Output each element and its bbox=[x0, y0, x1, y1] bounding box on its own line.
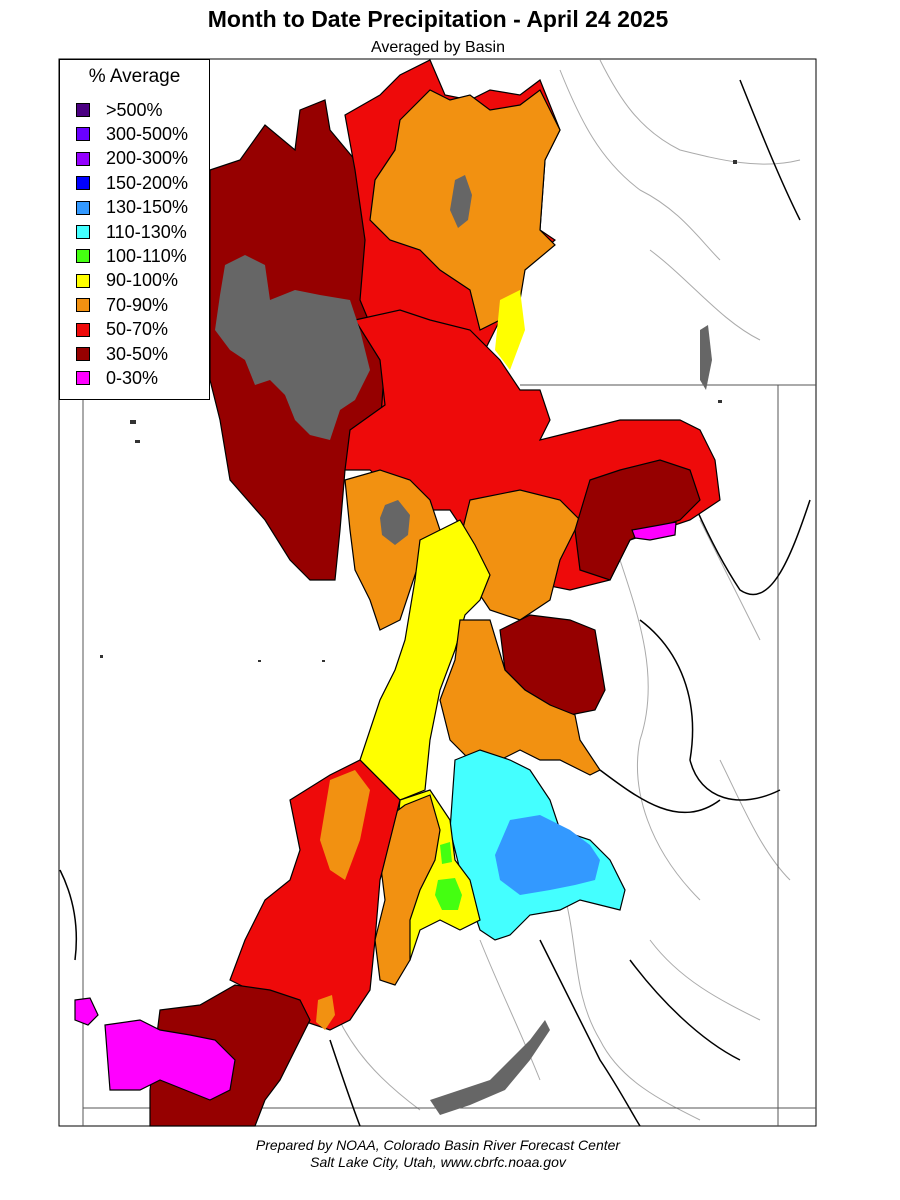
footer-credit: Prepared by NOAA, Colorado Basin River F… bbox=[255, 1137, 621, 1153]
legend-swatch bbox=[76, 151, 90, 166]
basin-green-patch bbox=[435, 878, 462, 910]
legend-label: 0-30% bbox=[106, 367, 159, 388]
lake-powell bbox=[430, 1020, 550, 1115]
basin-orange-south-tip bbox=[316, 995, 335, 1030]
basin-sevier-orange bbox=[320, 770, 370, 880]
legend-item: 30-50% bbox=[76, 344, 168, 364]
legend-item: 200-300% bbox=[76, 148, 189, 169]
legend-item: 70-90% bbox=[76, 295, 168, 315]
legend-label: 50-70% bbox=[106, 319, 169, 340]
legend-swatch bbox=[76, 273, 90, 288]
utah-lake bbox=[380, 500, 410, 545]
basin-regions bbox=[74, 59, 721, 1127]
legend-swatch bbox=[76, 127, 90, 142]
basin-central-yellow bbox=[359, 519, 491, 801]
legend-label: 30-50% bbox=[106, 343, 169, 364]
legend-item: 300-500% bbox=[76, 124, 188, 144]
river-reservoir-east bbox=[700, 325, 712, 390]
map-subtitle: Averaged by Basin bbox=[370, 39, 505, 56]
basin-green-river-orange bbox=[439, 619, 601, 776]
basin-magenta-small bbox=[74, 997, 99, 1026]
basin-green-patch-2 bbox=[440, 842, 452, 864]
basin-blue bbox=[495, 815, 600, 895]
legend-label: 90-100% bbox=[106, 270, 179, 291]
legend-item: 150-200% bbox=[76, 173, 188, 193]
outer-basin-boundaries bbox=[59, 79, 811, 1127]
legend-swatch bbox=[76, 249, 90, 264]
legend-title: % Average bbox=[88, 66, 181, 87]
map-title: Month to Date Precipitation - April 24 2… bbox=[207, 6, 669, 32]
flaming-gorge-reservoir bbox=[450, 175, 472, 228]
legend-swatch bbox=[76, 200, 90, 215]
legend: % Average >500% 300-500% 200-300% 150-200% 1… bbox=[59, 59, 210, 400]
legend-item: 90-100% bbox=[76, 270, 179, 291]
basin-utah-lake-orange bbox=[344, 469, 441, 631]
small-lakes bbox=[100, 160, 737, 662]
legend-swatch bbox=[76, 371, 90, 386]
legend-item: 110-130% bbox=[76, 222, 187, 242]
river-lines bbox=[329, 59, 801, 1121]
basin-magenta-southwest bbox=[104, 1019, 236, 1101]
legend-item: 100-110% bbox=[76, 246, 187, 266]
footer-location: Salt Lake City, Utah, www.cbrfc.noaa.gov bbox=[310, 1154, 566, 1170]
legend-item: >500% bbox=[76, 100, 163, 120]
legend-item: 50-70% bbox=[76, 319, 169, 340]
basin-escalante-orange bbox=[374, 794, 441, 986]
legend-label: 150-200% bbox=[106, 172, 189, 193]
legend-swatch bbox=[76, 322, 90, 337]
legend-label: 130-150% bbox=[106, 197, 189, 218]
legend-swatch bbox=[76, 347, 90, 361]
legend-swatch bbox=[76, 225, 90, 239]
legend-item: 130-150% bbox=[76, 197, 189, 218]
legend-swatch bbox=[76, 103, 90, 117]
legend-label: 70-90% bbox=[106, 294, 169, 315]
legend-label: 200-300% bbox=[106, 148, 189, 169]
legend-item: 0-30% bbox=[76, 368, 158, 388]
basin-magenta-east bbox=[631, 521, 677, 541]
legend-swatch bbox=[76, 298, 90, 313]
legend-label: 110-130% bbox=[106, 221, 187, 242]
legend-label: 300-500% bbox=[106, 123, 189, 144]
legend-swatch bbox=[76, 176, 90, 191]
legend-label: >500% bbox=[106, 99, 163, 120]
great-salt-lake bbox=[215, 255, 370, 440]
basin-yellow-north bbox=[495, 290, 525, 370]
legend-label: 100-110% bbox=[106, 245, 187, 266]
water-bodies bbox=[215, 175, 712, 1115]
